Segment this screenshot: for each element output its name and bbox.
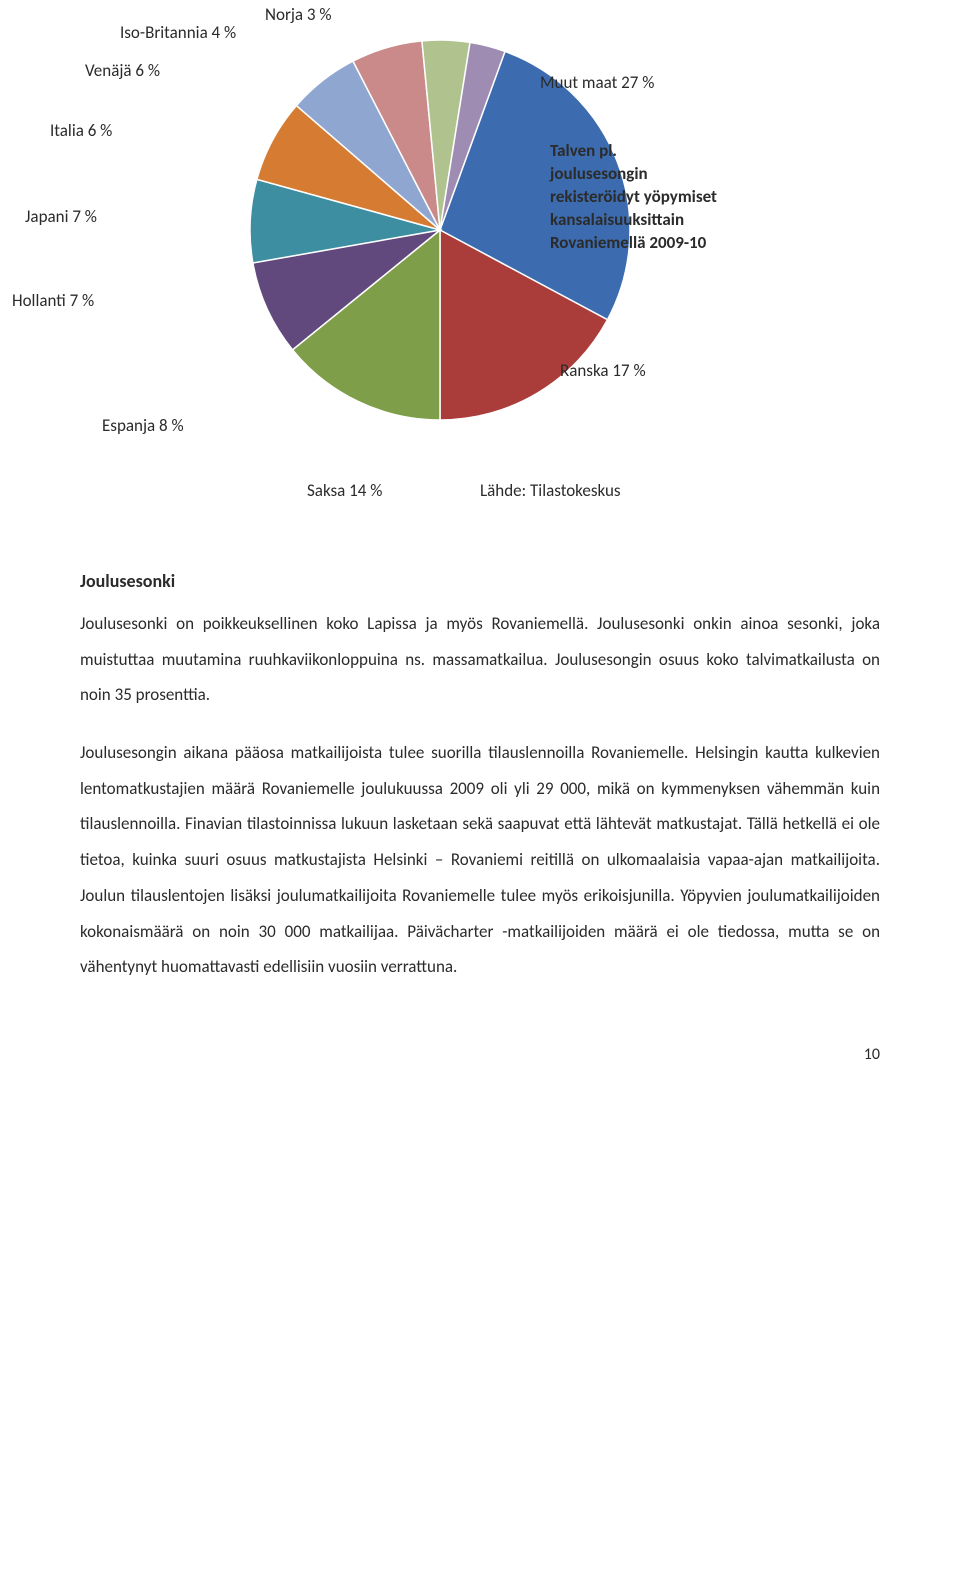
chart-title: Talven pl. joulusesongin rekisteröidyt y… bbox=[550, 140, 717, 255]
slice-label-norja: Norja 3 % bbox=[265, 4, 332, 25]
slice-label-muutmaat: Muut maat 27 % bbox=[540, 72, 654, 93]
paragraph-2: Joulusesongin aikana pääosa matkailijois… bbox=[80, 735, 880, 985]
slice-label-venaja: Venäjä 6 % bbox=[85, 60, 160, 81]
slice-label-hollanti: Hollanti 7 % bbox=[12, 290, 94, 311]
slice-label-saksa: Saksa 14 % bbox=[307, 480, 382, 501]
chart-title-line2: joulusesongin bbox=[550, 163, 648, 184]
section-heading: Joulusesonki bbox=[80, 570, 880, 592]
page-number: 10 bbox=[80, 1045, 880, 1064]
paragraph-1: Joulusesonki on poikkeuksellinen koko La… bbox=[80, 606, 880, 713]
slice-label-ranska: Ranska 17 % bbox=[560, 360, 646, 381]
chart-title-line1: Talven pl. bbox=[550, 140, 617, 161]
chart-title-line4: kansalaisuuksittain bbox=[550, 209, 684, 230]
chart-source: Lähde: Tilastokeskus bbox=[480, 480, 621, 501]
chart-title-line3: rekisteröidyt yöpymiset bbox=[550, 186, 717, 207]
chart-title-line5: Rovaniemellä 2009-10 bbox=[550, 232, 706, 253]
slice-label-espanja: Espanja 8 % bbox=[102, 415, 184, 436]
slice-label-italia: Italia 6 % bbox=[50, 120, 112, 141]
slice-label-isobritannia: Iso-Britannia 4 % bbox=[120, 22, 236, 43]
body-text: Joulusesonki Joulusesonki on poikkeuksel… bbox=[80, 570, 880, 985]
slice-label-japani: Japani 7 % bbox=[25, 206, 97, 227]
pie-chart-region: Norja 3 % Iso-Britannia 4 % Venäjä 6 % M… bbox=[80, 10, 880, 550]
